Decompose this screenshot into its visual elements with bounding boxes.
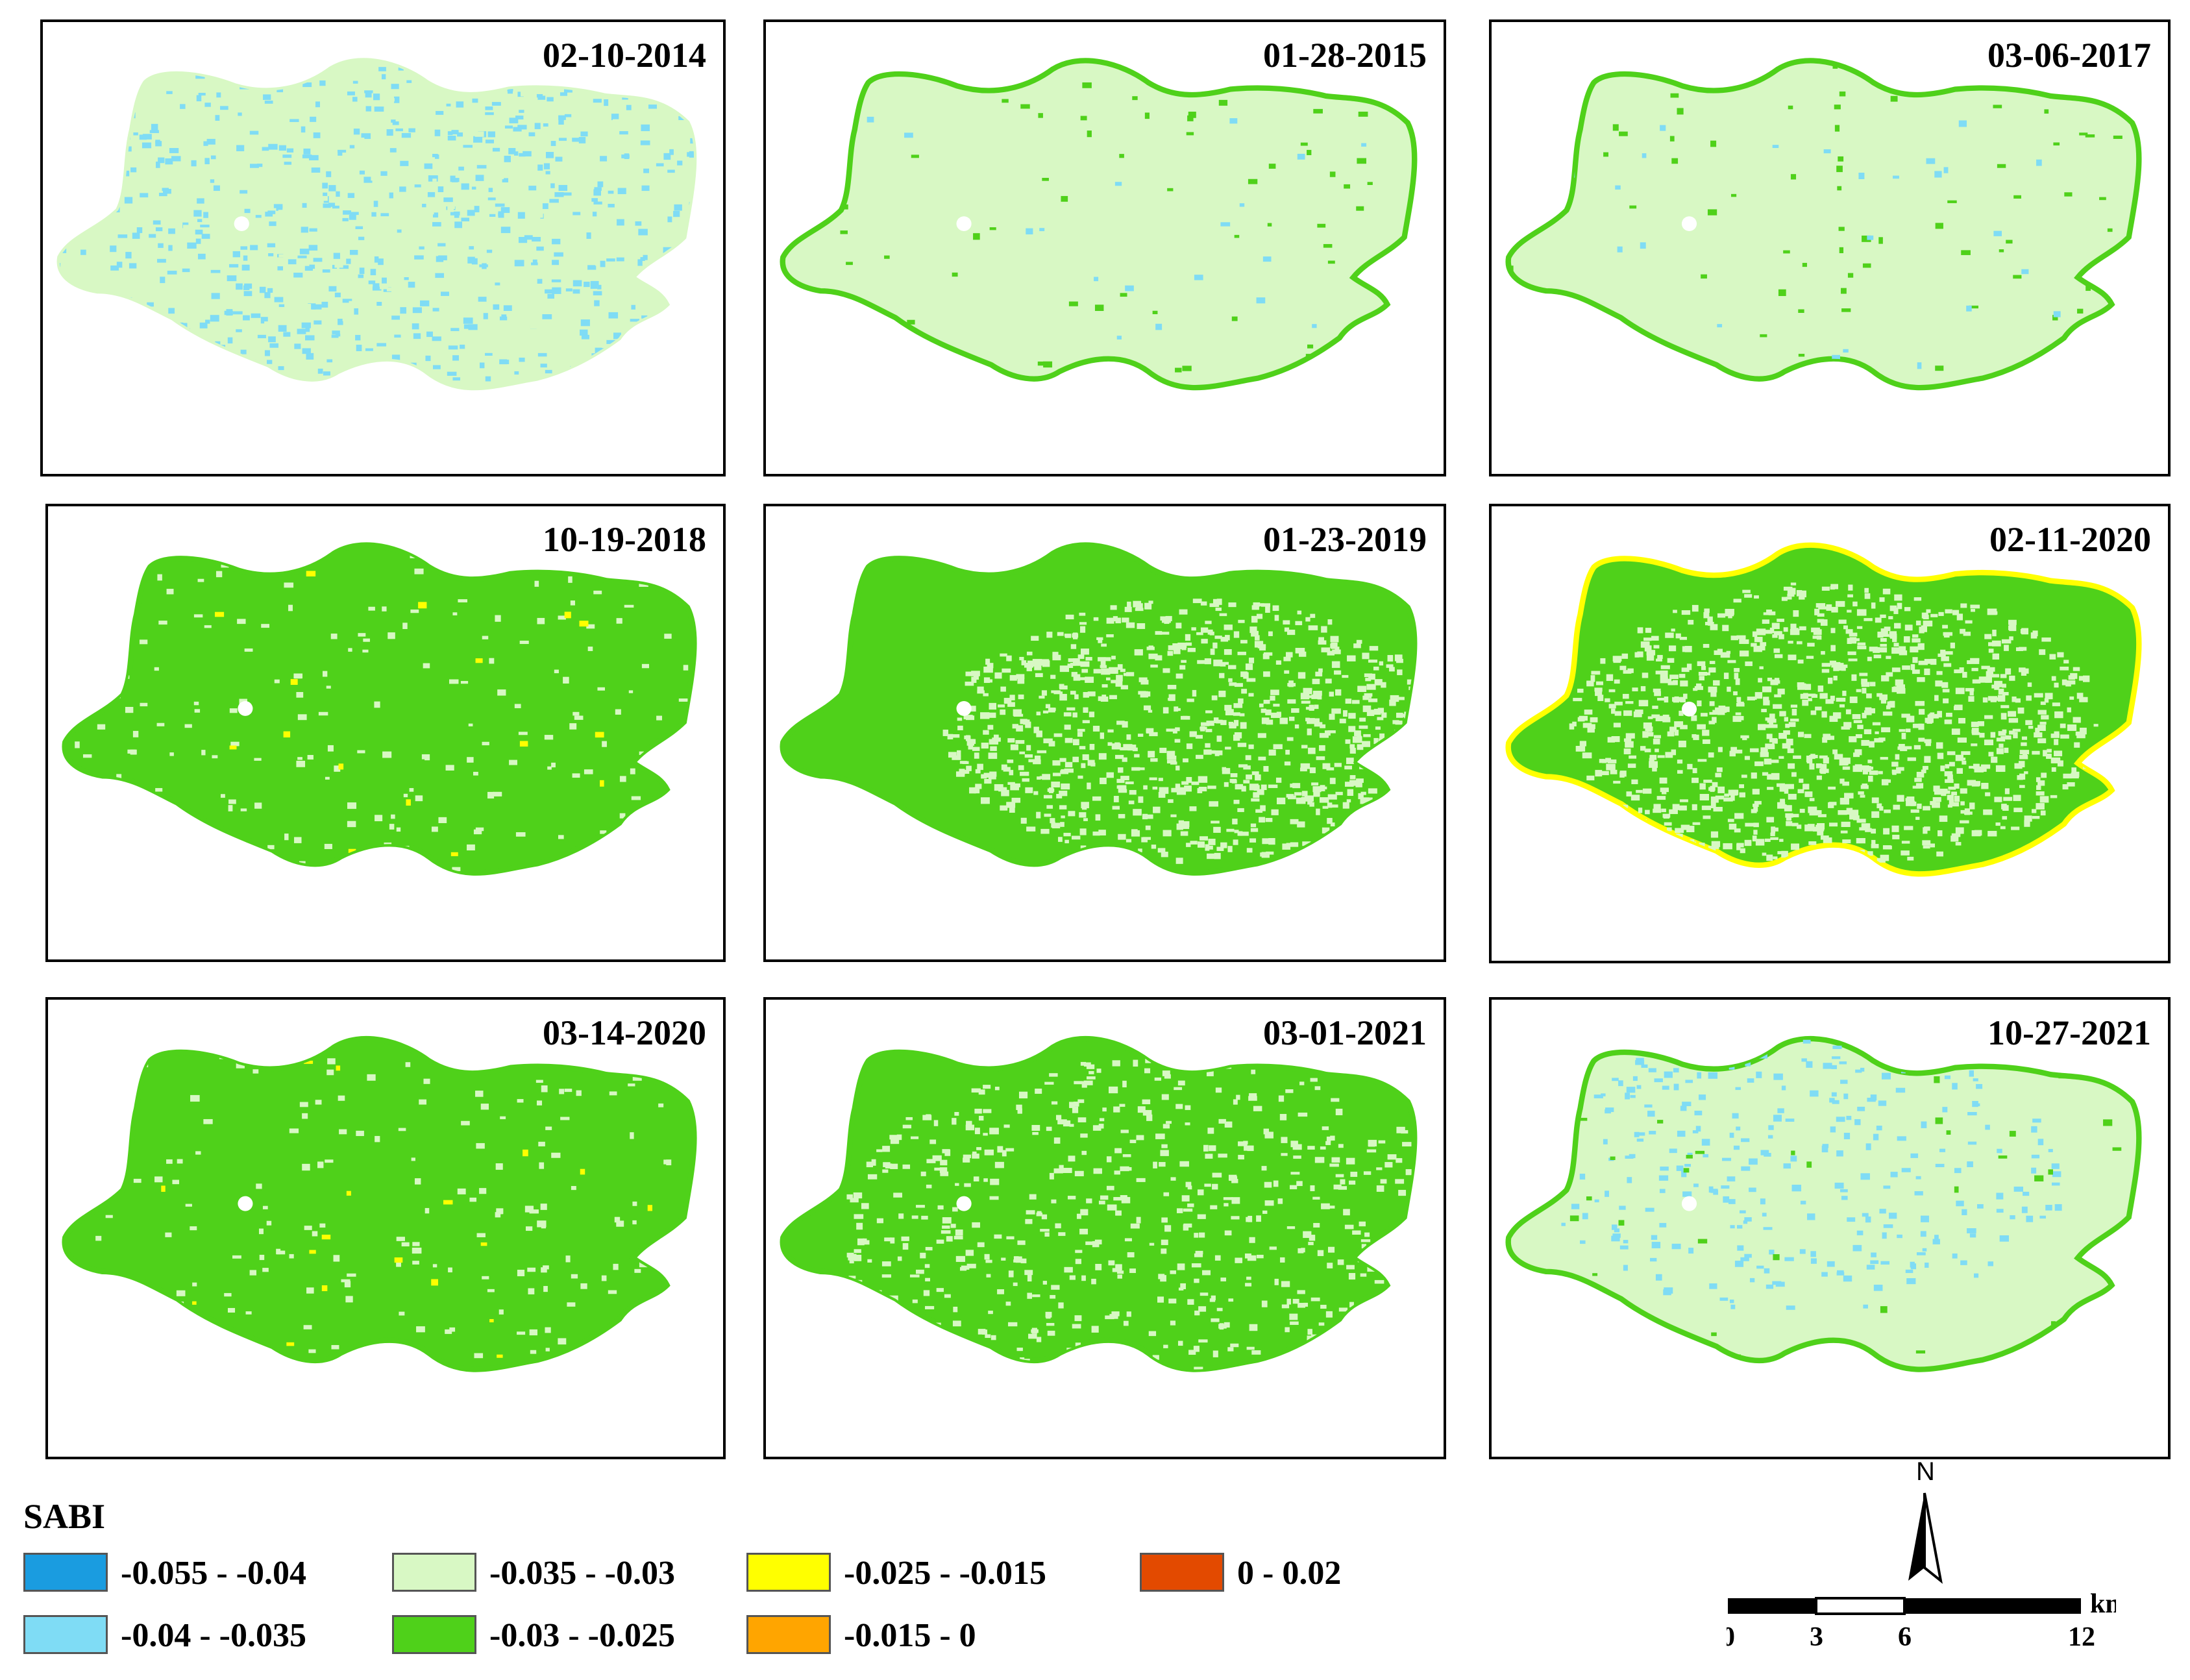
panel-date: 03-06-2017	[1987, 36, 2151, 75]
map-panel: 03-14-2020	[45, 997, 726, 1459]
legend-swatch	[1140, 1553, 1224, 1592]
scale-unit: km	[2090, 1589, 2116, 1619]
island	[956, 701, 972, 716]
map-panel: 03-01-2021	[763, 997, 1446, 1459]
legend-swatch	[392, 1615, 476, 1654]
north-label: N	[1916, 1457, 1935, 1486]
lake-area	[780, 1035, 1418, 1372]
legend-label: -0.055 - -0.04	[121, 1555, 306, 1592]
map-panel: 03-06-2017	[1489, 19, 2171, 476]
legend-label: -0.03 - -0.025	[489, 1617, 675, 1654]
lake-area	[62, 1035, 697, 1372]
scale-segment	[1904, 1598, 2081, 1614]
scale-tick: 6	[1898, 1622, 1912, 1649]
legend-label: 0 - 0.02	[1237, 1555, 1342, 1592]
island	[238, 701, 253, 716]
lake-area	[1505, 1035, 2142, 1372]
lake-map	[1505, 1035, 2142, 1372]
island	[956, 216, 972, 231]
legend-swatch	[746, 1615, 831, 1654]
legend-label: -0.015 - 0	[844, 1617, 976, 1654]
map-panel: 10-19-2018	[45, 504, 726, 962]
lake-area	[62, 542, 697, 876]
map-panel: 02-10-2014	[40, 19, 726, 476]
scale-tick: 12	[2068, 1622, 2095, 1649]
island	[238, 1196, 253, 1211]
lake-map	[780, 542, 1418, 876]
map-panel: 02-11-2020	[1489, 504, 2171, 963]
lake-map	[62, 542, 697, 876]
map-panel: 10-27-2021	[1489, 997, 2171, 1459]
legend-label: -0.04 - -0.035	[121, 1617, 306, 1654]
panel-date: 01-23-2019	[1263, 520, 1427, 559]
panel-date: 02-10-2014	[543, 36, 706, 75]
panel-date: 03-01-2021	[1263, 1013, 1427, 1052]
lake-map	[780, 1035, 1418, 1372]
legend-label: -0.035 - -0.03	[489, 1555, 675, 1592]
lake-map	[62, 1035, 697, 1372]
map-panel: 01-23-2019	[763, 504, 1446, 962]
lake-area	[1505, 58, 2142, 391]
scale-bar: N km 0 3 6 12	[1721, 1454, 2128, 1652]
legend-swatch	[23, 1553, 108, 1592]
scale-segment	[1728, 1598, 1816, 1614]
island	[1681, 216, 1697, 231]
lake-area	[780, 542, 1418, 876]
panel-date: 10-19-2018	[543, 520, 706, 559]
north-arrow-and-scale: N km 0 3 6 12	[1721, 1457, 2128, 1652]
lake-area	[780, 58, 1418, 391]
panel-date: 01-28-2015	[1263, 36, 1427, 75]
legend-swatch	[23, 1615, 108, 1654]
island	[1681, 1196, 1697, 1211]
legend-label: -0.025 - -0.015	[844, 1555, 1046, 1592]
scale-segment	[1815, 1597, 1906, 1615]
island	[234, 216, 249, 231]
scale-tick: 0	[1727, 1622, 1735, 1649]
legend-swatch	[746, 1553, 831, 1592]
panel-date: 03-14-2020	[543, 1013, 706, 1052]
lake-map	[1505, 58, 2142, 391]
panel-date: 10-27-2021	[1987, 1013, 2151, 1052]
legend-swatch	[392, 1553, 476, 1592]
legend-title: SABI	[23, 1497, 106, 1536]
map-panel: 01-28-2015	[763, 19, 1446, 476]
lake-map	[56, 58, 697, 391]
lake-map	[1505, 542, 2142, 877]
island	[956, 1196, 972, 1211]
island	[1681, 701, 1697, 717]
scale-tick: 3	[1810, 1622, 1823, 1649]
panel-date: 02-11-2020	[1989, 520, 2151, 559]
north-arrow-icon	[1908, 1493, 1925, 1581]
lake-map	[780, 58, 1418, 391]
